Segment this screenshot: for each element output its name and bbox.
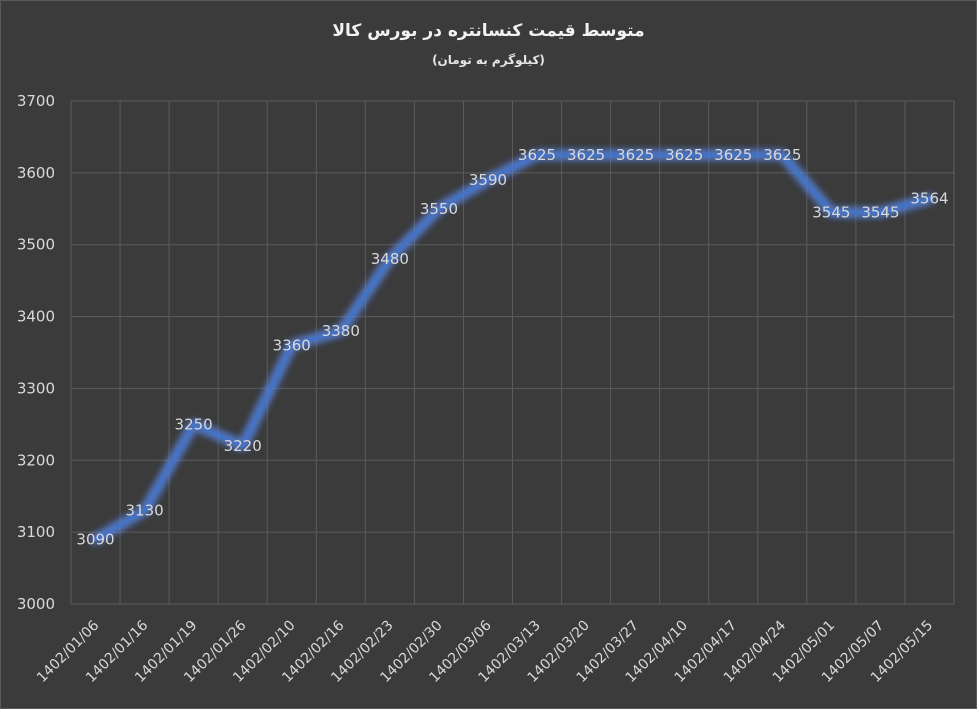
data-point bbox=[437, 207, 441, 211]
data-point bbox=[486, 178, 490, 182]
y-tick-label: 3600 bbox=[17, 164, 55, 182]
data-labels: 3090 3130 3250 3220 3360 3380 3480 3550 3590 3625… bbox=[76, 146, 948, 548]
y-tick-label: 3500 bbox=[17, 236, 55, 254]
data-label: 3360 bbox=[273, 336, 311, 354]
data-point bbox=[829, 210, 833, 214]
y-tick-label: 3400 bbox=[17, 308, 55, 326]
data-point bbox=[94, 537, 98, 541]
data-label: 3545 bbox=[812, 203, 850, 221]
series-line bbox=[93, 153, 932, 542]
data-point bbox=[143, 509, 147, 513]
data-label: 3564 bbox=[910, 190, 948, 208]
data-point bbox=[731, 153, 735, 157]
data-label: 3130 bbox=[125, 502, 163, 520]
y-tick-label: 3200 bbox=[17, 451, 55, 469]
y-axis-ticks: 3000 3100 3200 3300 3400 3500 3600 3700 bbox=[17, 92, 55, 613]
data-point bbox=[339, 329, 343, 333]
data-label: 3625 bbox=[763, 146, 801, 164]
chart-title: متوسط قیمت کنسانتره در بورس کالا bbox=[332, 21, 645, 41]
data-point bbox=[290, 343, 294, 347]
y-tick-label: 3300 bbox=[17, 379, 55, 397]
data-label: 3545 bbox=[861, 203, 899, 221]
data-label: 3480 bbox=[371, 250, 409, 268]
data-point bbox=[927, 197, 931, 201]
data-label: 3625 bbox=[616, 146, 654, 164]
data-label: 3550 bbox=[420, 200, 458, 218]
data-label: 3625 bbox=[714, 146, 752, 164]
data-label: 3090 bbox=[76, 530, 114, 548]
y-tick-label: 3000 bbox=[17, 595, 55, 613]
data-label: 3625 bbox=[665, 146, 703, 164]
data-point bbox=[584, 153, 588, 157]
x-axis-ticks: 1402/01/061402/01/161402/01/191402/01/26… bbox=[34, 617, 936, 685]
data-point bbox=[682, 153, 686, 157]
data-point bbox=[192, 422, 196, 426]
data-label: 3590 bbox=[469, 171, 507, 189]
data-point bbox=[241, 444, 245, 448]
data-point bbox=[878, 210, 882, 214]
data-label: 3625 bbox=[518, 146, 556, 164]
data-point bbox=[633, 153, 637, 157]
data-label: 3625 bbox=[567, 146, 605, 164]
chart-subtitle: (کیلوگرم به تومان) bbox=[432, 53, 545, 67]
data-point bbox=[780, 153, 784, 157]
data-label: 3220 bbox=[224, 437, 262, 455]
y-tick-label: 3700 bbox=[17, 92, 55, 110]
data-point bbox=[535, 153, 539, 157]
data-point bbox=[388, 257, 392, 261]
data-label: 3380 bbox=[322, 322, 360, 340]
grid bbox=[70, 100, 955, 605]
series-price bbox=[92, 151, 933, 543]
y-tick-label: 3100 bbox=[17, 523, 55, 541]
data-label: 3250 bbox=[175, 415, 213, 433]
